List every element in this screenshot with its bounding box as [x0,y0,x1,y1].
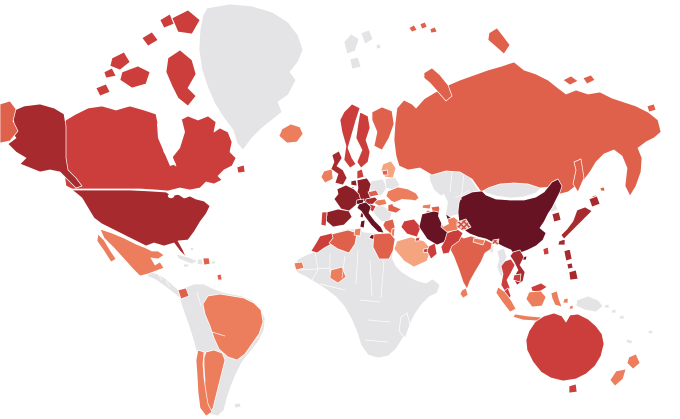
country-cambodia[interactable] [512,273,522,283]
region-jamaica[interactable] [182,263,190,268]
country-algeria[interactable] [328,229,358,254]
country-india[interactable] [446,234,493,290]
country-norway[interactable] [339,103,361,169]
country-netherlands[interactable] [350,179,358,187]
country-hungary[interactable] [373,198,388,207]
country-indonesia[interactable] [495,286,574,326]
country-sweden[interactable] [355,111,371,169]
great-lakes [188,191,194,196]
region-greenland[interactable] [198,3,304,151]
country-australia[interactable] [525,312,605,394]
country-japan[interactable] [557,195,601,246]
disputed-region-arunachal[interactable] [491,238,500,246]
country-ireland[interactable] [320,168,334,184]
water-bodies [157,112,449,227]
great-lakes [175,191,181,195]
great-lakes [167,193,175,199]
country-china[interactable] [457,178,563,261]
country-iraq[interactable] [400,218,422,238]
country-uk[interactable] [330,150,348,186]
country-russia[interactable] [0,21,662,200]
region-madagascar[interactable] [398,312,411,339]
countries-layer [0,9,662,417]
country-pakistan[interactable] [440,228,464,255]
country-nigeria[interactable] [329,266,347,284]
country-france[interactable] [333,184,365,219]
country-thailand[interactable] [500,258,516,294]
country-nepal[interactable] [472,237,486,246]
country-mexico[interactable] [96,228,165,277]
country-philippines[interactable] [563,248,579,281]
country-iceland[interactable] [278,123,304,144]
region-new-caledonia[interactable] [625,338,634,345]
country-south-korea[interactable] [551,211,562,223]
region-puerto-rico[interactable] [210,260,217,265]
country-baltics[interactable] [380,160,397,179]
country-new-zealand[interactable] [609,353,641,387]
hudson-bay [157,112,185,166]
region-fiji[interactable] [647,329,654,335]
country-senegal[interactable] [293,261,305,271]
country-israel[interactable] [390,227,396,238]
country-ecuador[interactable] [177,287,190,300]
country-argentina[interactable] [203,349,226,414]
country-canada[interactable] [59,9,246,192]
country-antilles[interactable] [216,273,223,281]
black-sea [392,199,420,209]
country-denmark[interactable] [356,168,365,180]
disputed-region-kashmir[interactable] [456,218,472,232]
country-georgia[interactable] [421,203,432,210]
great-lakes [182,194,188,198]
country-chile[interactable] [195,349,213,417]
region-falklands[interactable] [233,402,242,409]
country-sri-lanka[interactable] [459,287,469,299]
region-svalbard[interactable] [343,29,382,70]
country-finland[interactable] [371,106,395,151]
caspian-sea [437,194,449,227]
country-egypt[interactable] [372,232,396,260]
country-portugal[interactable] [320,211,328,227]
region-new-guinea[interactable] [575,295,625,320]
country-usa[interactable] [7,103,211,258]
country-czechia[interactable] [367,189,380,198]
country-spain[interactable] [324,208,353,228]
region-haiti[interactable] [196,258,204,266]
region-bahamas[interactable] [189,246,195,252]
country-saudi-arabia[interactable] [393,236,432,268]
country-brazil[interactable] [202,293,264,361]
inner-borders [157,171,471,343]
country-tunisia[interactable] [353,227,362,237]
country-dominican-republic[interactable] [202,257,211,266]
region-cuba[interactable] [175,253,199,265]
country-vietnam[interactable] [509,249,526,286]
country-kuwait[interactable] [414,236,421,242]
country-taiwan[interactable] [542,246,550,256]
